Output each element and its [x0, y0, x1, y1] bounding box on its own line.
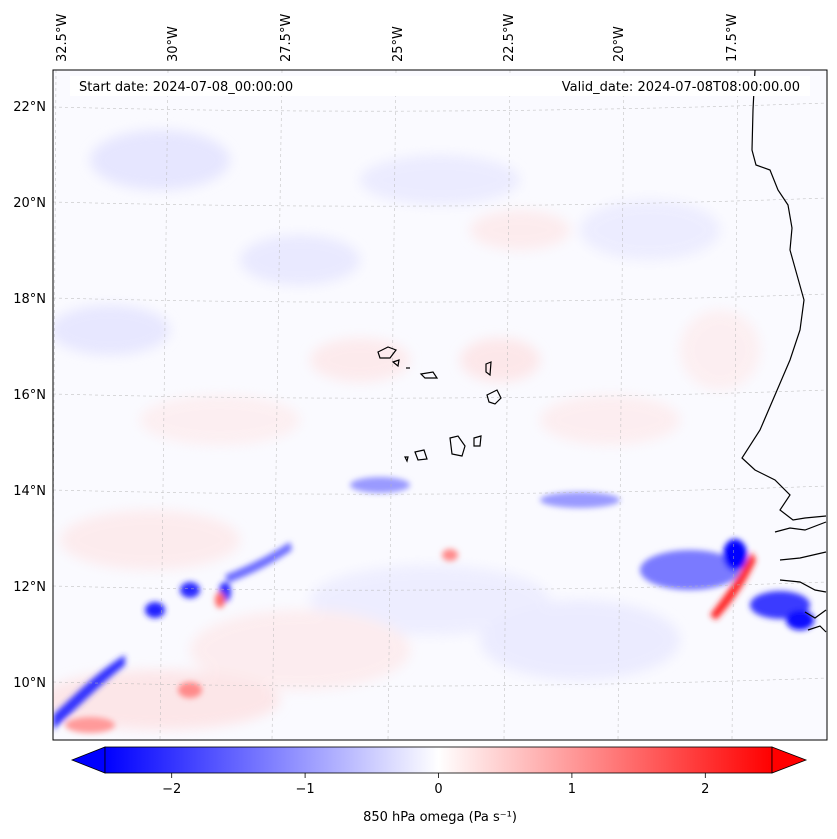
colorbar-label: 850 hPa omega (Pa s⁻¹)	[363, 810, 517, 825]
lat-label-20n: 20°N	[13, 196, 46, 211]
colorbar-extend-max	[771, 746, 808, 774]
latitude-labels: 22°N 20°N 18°N 16°N 14°N 12°N 10°N	[13, 100, 46, 691]
lon-label-20w: 20°W	[612, 26, 627, 62]
lat-label-10n: 10°N	[13, 676, 46, 691]
lat-label-22n: 22°N	[13, 100, 46, 115]
lon-label-22-5w: 22.5°W	[502, 14, 517, 62]
colorbar: −2 −1 0 1 2 850 hPa omega (Pa s⁻¹)	[70, 746, 808, 825]
colorbar-tick-label: 2	[701, 782, 709, 797]
colorbar-ticks: −2 −1 0 1 2	[162, 773, 709, 797]
map-frame	[52, 69, 828, 741]
valid-date-label: Valid_date: 2024-07-08T08:00:00.00	[562, 80, 800, 95]
colorbar-tick-label: 0	[434, 782, 442, 797]
graticule	[53, 70, 827, 740]
colorbar-tick-label: −1	[296, 782, 315, 797]
lat-label-16n: 16°N	[13, 388, 46, 403]
map-panel: Start date: 2024-07-08_00:00:00 Valid_da…	[13, 14, 828, 741]
lon-label-27-5w: 27.5°W	[279, 14, 294, 62]
date-banner	[70, 76, 810, 96]
lon-label-32-5w: 32.5°W	[55, 14, 70, 62]
colorbar-extend-min	[70, 746, 106, 774]
lon-label-17-5w: 17.5°W	[725, 14, 740, 62]
longitude-labels: 32.5°W 30°W 27.5°W 25°W 22.5°W 20°W 17.5…	[55, 14, 740, 62]
lon-label-30w: 30°W	[166, 26, 181, 62]
colorbar-tick-label: −2	[162, 782, 181, 797]
omega-field	[53, 70, 827, 740]
lat-label-14n: 14°N	[13, 484, 46, 499]
colorbar-tick-label: 1	[568, 782, 576, 797]
cape-verde-islands	[377, 346, 502, 463]
lat-label-12n: 12°N	[13, 580, 46, 595]
lon-label-25w: 25°W	[391, 26, 406, 62]
coastline	[741, 70, 827, 633]
colorbar-gradient	[104, 746, 773, 774]
start-date-label: Start date: 2024-07-08_00:00:00	[79, 80, 293, 95]
lat-label-18n: 18°N	[13, 292, 46, 307]
